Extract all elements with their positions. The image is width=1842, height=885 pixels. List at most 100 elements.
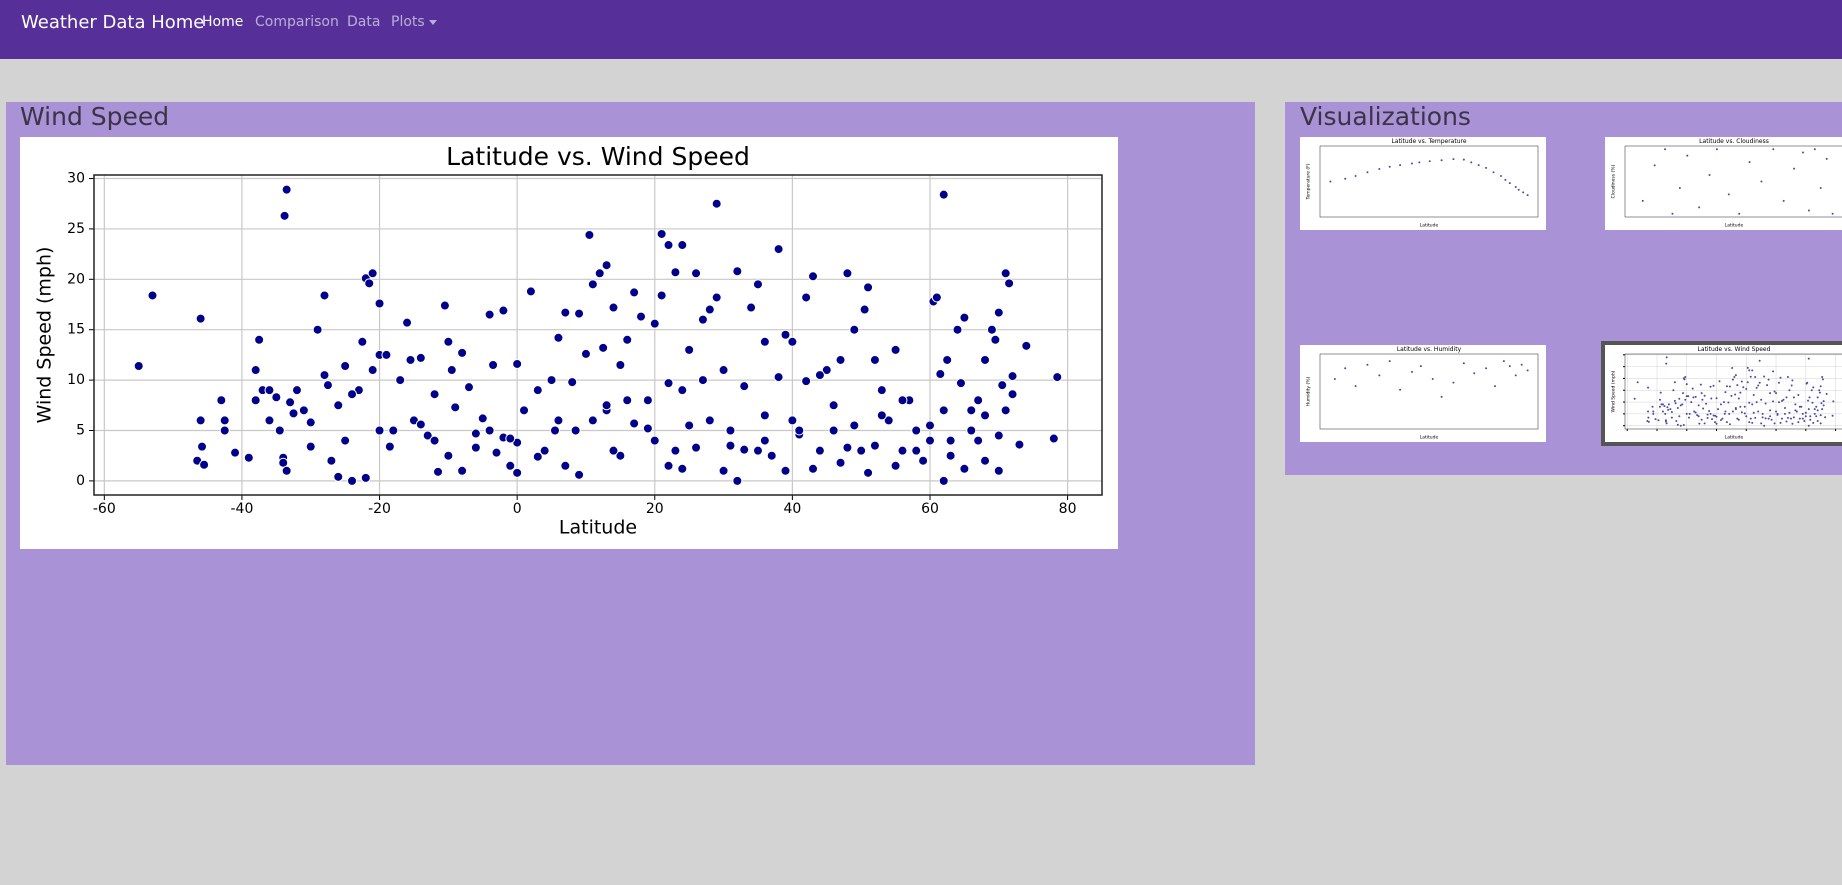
point [636, 311, 647, 322]
point [1739, 391, 1742, 394]
point [608, 445, 619, 456]
point [1749, 417, 1752, 420]
point [1522, 191, 1525, 194]
point [794, 425, 805, 436]
point [1508, 182, 1511, 185]
point [1419, 365, 1422, 368]
point [243, 452, 254, 463]
nav-link[interactable]: Home [202, 14, 244, 30]
point [1694, 395, 1697, 398]
thumbnail[interactable]: Latitude vs. Wind Speed Latitude Wind Spee… [1601, 341, 1842, 446]
point [1508, 365, 1511, 368]
point [1755, 386, 1758, 389]
point [966, 405, 977, 416]
point [1739, 405, 1742, 408]
point [732, 475, 743, 486]
point [1462, 158, 1465, 161]
point [1708, 410, 1711, 413]
point [1790, 384, 1793, 387]
point [1746, 366, 1749, 369]
point [608, 302, 619, 313]
point [1801, 412, 1804, 415]
point [1769, 392, 1772, 395]
point [1819, 385, 1822, 388]
point [340, 435, 351, 446]
point [1701, 398, 1704, 401]
point [1699, 383, 1702, 386]
point [1388, 165, 1391, 168]
point [1665, 422, 1668, 425]
point [1329, 180, 1332, 183]
point [1811, 401, 1814, 404]
point [1807, 408, 1810, 411]
point [1646, 419, 1649, 422]
point [697, 314, 708, 325]
point [1825, 157, 1828, 160]
y-tick-label: 0 [76, 473, 85, 489]
point [629, 418, 640, 429]
point [842, 442, 853, 453]
thumbnail[interactable]: Latitude vs. Humidity Latitude Humidity (%… [1300, 345, 1546, 442]
point [1410, 370, 1413, 373]
point [264, 415, 275, 426]
brand[interactable]: Weather Data Home [21, 12, 205, 33]
point [677, 385, 688, 396]
point [360, 472, 371, 483]
point [1657, 419, 1660, 422]
x-tick-label: -60 [93, 501, 116, 517]
point [663, 460, 674, 471]
point [1752, 411, 1755, 414]
point [1696, 414, 1699, 417]
point [364, 278, 375, 289]
point [1504, 178, 1507, 181]
point [1647, 386, 1650, 389]
thumbnail[interactable]: Latitude vs. Temperature Latitude Temperat… [1300, 137, 1546, 230]
heading: Wind Speed [20, 102, 170, 131]
point [1666, 406, 1669, 409]
point [1647, 410, 1650, 413]
point [897, 445, 908, 456]
point [759, 410, 770, 421]
point [1669, 408, 1672, 411]
point [1652, 412, 1655, 415]
point [1681, 403, 1684, 406]
point [814, 370, 825, 381]
nav-link[interactable]: Data [347, 14, 381, 30]
point [876, 385, 887, 396]
point [1789, 417, 1792, 420]
point [1813, 148, 1816, 151]
point [1795, 410, 1798, 413]
point [1758, 381, 1761, 384]
point [470, 428, 481, 439]
point [1737, 397, 1740, 400]
x-tick-label: 20 [646, 501, 664, 517]
point [986, 324, 997, 335]
point [1755, 401, 1758, 404]
point [711, 198, 722, 209]
point [1728, 412, 1731, 415]
y-tick-label: 15 [67, 322, 85, 338]
point [1818, 389, 1821, 392]
nav-dropdown[interactable]: Plots [391, 14, 437, 30]
point [567, 377, 578, 388]
point [367, 365, 378, 376]
point [938, 189, 949, 200]
point [1685, 395, 1688, 398]
heading: Visualizations [1300, 102, 1471, 131]
point [1652, 410, 1655, 413]
point [560, 307, 571, 318]
nav-link[interactable]: Plots [391, 14, 425, 30]
point [924, 435, 935, 446]
point [1820, 402, 1823, 405]
point [1709, 385, 1712, 388]
point [1717, 408, 1720, 411]
point [1682, 423, 1685, 426]
chart: -60 -40 -20 0 20 40 60 80 0 5 10 15 20 25 30 Latitude v… [20, 137, 1118, 549]
nav-link[interactable]: Comparison [255, 14, 339, 30]
thumbnail[interactable]: Latitude vs. Cloudiness Latitude Cloudines… [1605, 137, 1842, 230]
point [1493, 385, 1496, 388]
point [828, 425, 839, 436]
point [863, 282, 874, 293]
point [312, 324, 323, 335]
